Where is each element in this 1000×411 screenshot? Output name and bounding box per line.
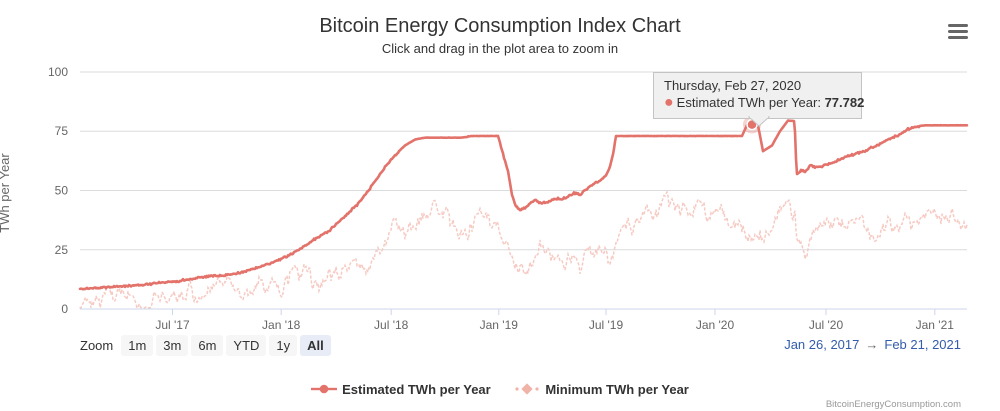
svg-text:100: 100 bbox=[48, 65, 68, 79]
svg-text:75: 75 bbox=[55, 124, 69, 138]
svg-text:50: 50 bbox=[55, 184, 69, 198]
svg-text:Jan '20: Jan '20 bbox=[696, 318, 735, 330]
svg-text:Jan '21: Jan '21 bbox=[916, 318, 955, 330]
svg-text:Jan '19: Jan '19 bbox=[480, 318, 519, 330]
svg-text:25: 25 bbox=[55, 243, 69, 257]
svg-text:0: 0 bbox=[61, 302, 68, 316]
svg-text:Jul '18: Jul '18 bbox=[374, 318, 409, 330]
svg-text:Jan '18: Jan '18 bbox=[262, 318, 301, 330]
svg-text:Jul '20: Jul '20 bbox=[809, 318, 844, 330]
svg-text:Jul '17: Jul '17 bbox=[155, 318, 190, 330]
svg-text:Jul '19: Jul '19 bbox=[589, 318, 624, 330]
